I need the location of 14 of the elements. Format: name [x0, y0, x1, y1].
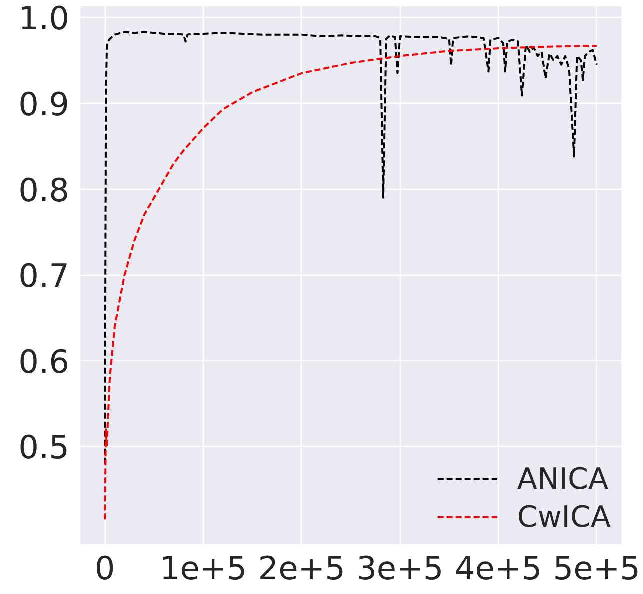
x-tick-label: 2e+5: [258, 550, 346, 588]
y-tick-label: 0.6: [18, 342, 70, 381]
legend-label: CwICA: [517, 500, 611, 534]
x-tick-label: 1e+5: [160, 550, 248, 588]
x-tick-label: 4e+5: [454, 550, 542, 588]
y-tick-label: 0.7: [18, 257, 70, 296]
legend-label: ANICA: [517, 462, 609, 496]
y-tick-label: 0.5: [18, 428, 70, 467]
y-tick-label: 1.0: [18, 0, 70, 38]
x-tick-label: 5e+5: [553, 550, 641, 588]
x-tick-label: 3e+5: [356, 550, 444, 588]
y-tick-label: 0.9: [18, 85, 70, 124]
y-tick-label: 0.8: [18, 171, 70, 210]
x-tick-label: 0: [94, 550, 116, 588]
